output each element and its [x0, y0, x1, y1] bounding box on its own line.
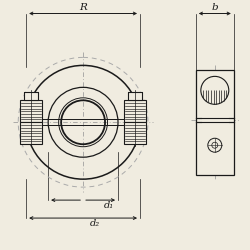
- Bar: [196, 70, 234, 175]
- Circle shape: [201, 76, 229, 104]
- Bar: [128, 92, 142, 100]
- Text: d₂: d₂: [90, 219, 100, 228]
- Bar: [20, 122, 42, 144]
- Bar: [124, 122, 146, 144]
- Text: R: R: [79, 2, 87, 12]
- Bar: [124, 100, 146, 122]
- Bar: [24, 92, 38, 100]
- Text: d₁: d₁: [104, 201, 114, 210]
- Text: b: b: [212, 2, 218, 12]
- Bar: [20, 100, 42, 122]
